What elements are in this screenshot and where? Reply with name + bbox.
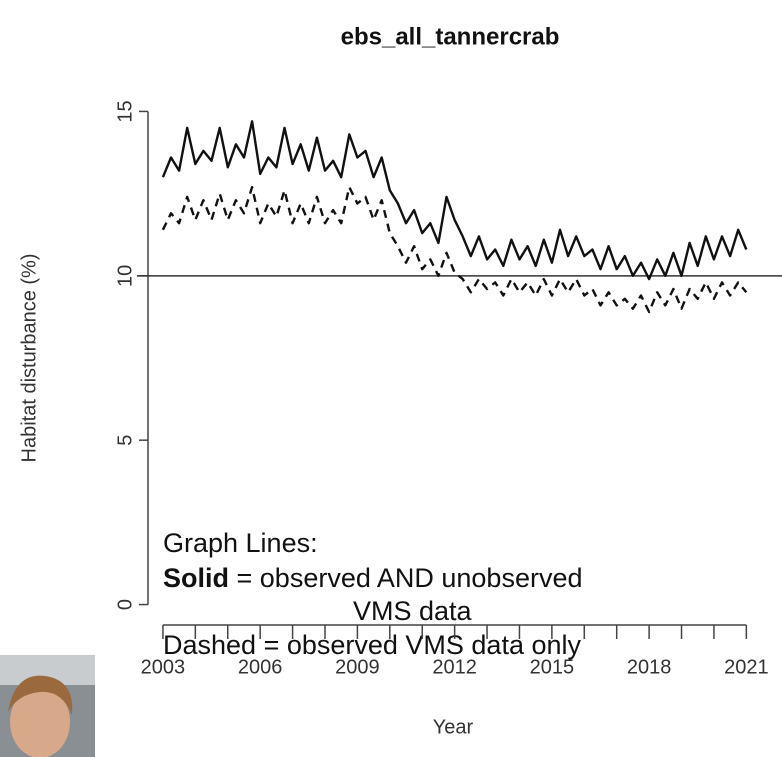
- y-tick-label: 5: [114, 435, 136, 446]
- note-solid-cont: VMS data: [353, 596, 473, 626]
- note-solid: Solid = observed AND unobserved: [163, 563, 582, 593]
- x-tick-label: 2015: [530, 656, 575, 678]
- x-axis-label: Year: [433, 716, 474, 738]
- note-solid-desc: = observed AND unobserved: [237, 563, 583, 593]
- x-tick-label: 2003: [141, 656, 186, 678]
- y-tick-label: 15: [114, 100, 136, 122]
- x-tick-label: 2009: [335, 656, 380, 678]
- line-solid: [163, 121, 746, 279]
- y-tick-label: 10: [114, 265, 136, 287]
- y-axis-label: Habitat disturbance (%): [18, 254, 40, 463]
- x-tick-label: 2018: [627, 656, 672, 678]
- photo-thumbnail: [0, 655, 95, 757]
- x-tick-label: 2012: [432, 656, 477, 678]
- y-tick-label: 0: [114, 599, 136, 610]
- chart: ebs_all_tannercrab Year Habitat disturba…: [0, 0, 782, 757]
- x-tick-label: 2021: [724, 656, 769, 678]
- x-tick-label: 2006: [238, 656, 283, 678]
- chart-title: ebs_all_tannercrab: [341, 23, 560, 50]
- note-solid-term: Solid: [163, 563, 229, 593]
- note-heading: Graph Lines:: [163, 528, 318, 558]
- line-dashed: [163, 187, 746, 312]
